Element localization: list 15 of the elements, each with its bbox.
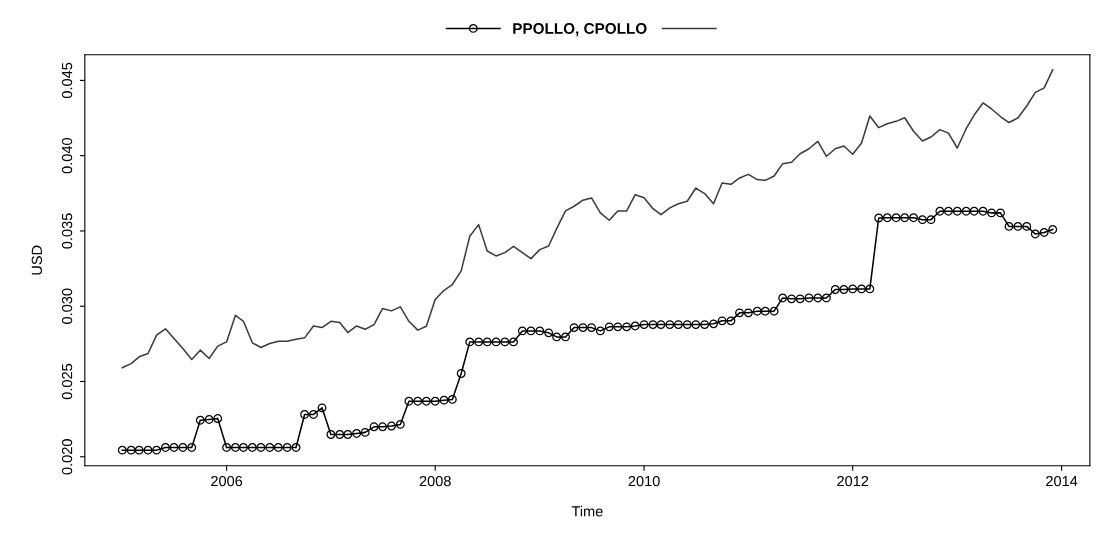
y-tick-label: 0.035: [61, 213, 73, 249]
x-tick-label: 2006: [211, 475, 243, 487]
line-series: [121, 69, 1054, 369]
x-tick-label: 2010: [628, 475, 660, 487]
x-axis-title: Time: [571, 505, 603, 517]
y-tick-label: 0.040: [61, 137, 73, 174]
y-axis-title: USD: [31, 245, 42, 275]
y-tick-label: 0.020: [61, 439, 73, 475]
y-tick-label: 0.045: [61, 62, 73, 99]
y-tick-label: 0.025: [61, 363, 73, 400]
legend-label: PPOLLO, CPOLLO: [513, 23, 647, 37]
y-tick-label: 0.030: [61, 288, 73, 324]
x-tick-label: 2008: [419, 475, 451, 487]
x-tick-label: 2014: [1046, 475, 1078, 487]
x-tick-label: 2012: [837, 475, 869, 487]
